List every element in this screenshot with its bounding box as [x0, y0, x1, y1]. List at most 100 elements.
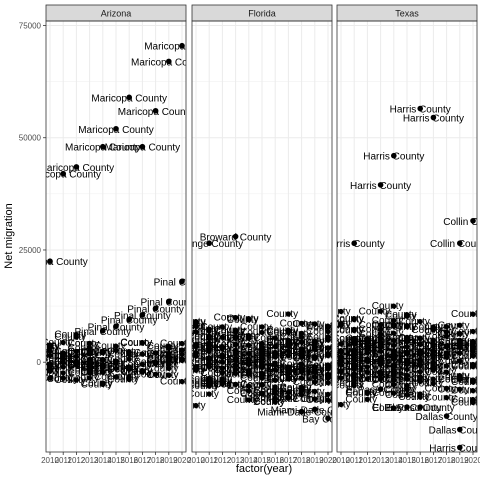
- cluster-label: County: [240, 350, 272, 361]
- cluster-label: County: [398, 339, 430, 350]
- cluster-label: County: [411, 378, 443, 389]
- cluster-label: County: [372, 353, 404, 364]
- cluster-point: [338, 348, 344, 354]
- cluster-point: [87, 349, 93, 355]
- cluster-label: County: [451, 350, 480, 361]
- cluster-point: [378, 326, 384, 332]
- cluster-point: [179, 347, 185, 353]
- scatter-point: [47, 375, 53, 381]
- cluster-label: County: [372, 320, 404, 331]
- cluster-point: [325, 334, 331, 340]
- cluster-label: County: [266, 363, 298, 374]
- cluster-point: [233, 367, 239, 373]
- cluster-label: County: [293, 372, 325, 383]
- point-label: Dallas County: [415, 412, 477, 423]
- cluster-point: [73, 358, 79, 364]
- cluster-point: [417, 348, 423, 354]
- cluster-point: [325, 371, 331, 377]
- cluster-label: County: [451, 395, 480, 406]
- cluster-point: [430, 351, 436, 358]
- cluster-point: [404, 376, 410, 382]
- cluster-label: County: [398, 333, 430, 344]
- cluster-point: [312, 321, 318, 327]
- cluster-label: County: [306, 343, 338, 354]
- point-label: Harris County: [363, 152, 424, 163]
- cluster-label: County: [200, 352, 232, 363]
- cluster-label: County: [398, 346, 430, 357]
- cluster-label: County: [41, 354, 73, 365]
- cluster-label: County: [385, 347, 417, 358]
- cluster-label: County: [68, 338, 100, 349]
- cluster-label: County: [240, 327, 272, 338]
- x-tick-label: 2015: [107, 456, 125, 465]
- cluster-point: [219, 365, 225, 371]
- cluster-point: [325, 329, 331, 335]
- cluster-point: [272, 377, 278, 383]
- scatter-point: [47, 258, 53, 264]
- cluster-point: [404, 351, 410, 357]
- cluster-label: County: [411, 322, 443, 333]
- cluster-point: [87, 340, 93, 346]
- cluster-point: [457, 350, 463, 356]
- cluster-label: County: [266, 340, 298, 351]
- cluster-label: County: [187, 338, 219, 349]
- point-label: El Paso County: [346, 385, 415, 396]
- cluster-point: [219, 324, 225, 330]
- cluster-label: County: [227, 331, 259, 342]
- x-tick-label: 2010: [187, 456, 205, 465]
- cluster-point: [325, 380, 331, 386]
- cluster-label: County: [280, 373, 312, 384]
- cluster-label: County: [107, 372, 139, 383]
- cluster-label: County: [160, 345, 192, 356]
- cluster-label: County: [174, 365, 206, 376]
- cluster-label: County: [280, 328, 312, 339]
- cluster-label: County: [266, 364, 298, 375]
- scatter-point: [377, 182, 384, 188]
- cluster-point: [470, 338, 476, 345]
- cluster-point: [73, 362, 79, 368]
- cluster-label: County: [280, 384, 312, 395]
- cluster-label: County: [120, 367, 152, 378]
- cluster-label: County: [240, 357, 272, 368]
- cluster-point: [391, 337, 397, 344]
- cluster-point: [391, 354, 397, 360]
- cluster-label: County: [187, 380, 219, 391]
- cluster-label: County: [266, 325, 298, 336]
- cluster-point: [206, 382, 212, 388]
- x-tick-label: 2018: [438, 456, 456, 465]
- cluster-point: [351, 357, 357, 363]
- cluster-label: County: [398, 317, 430, 328]
- cluster-label: County: [227, 355, 259, 366]
- cluster-label: County: [438, 375, 470, 386]
- cluster-point: [457, 339, 463, 345]
- cluster-label: County: [187, 340, 219, 351]
- cluster-label: County: [359, 356, 391, 367]
- point-label: El Paso County: [373, 403, 442, 414]
- data-point: Bay County: [302, 414, 332, 425]
- cluster-label: County: [214, 353, 246, 364]
- cluster-label: County: [253, 347, 285, 358]
- cluster-label: County: [359, 324, 391, 335]
- data-point: Harris County: [390, 105, 451, 116]
- cluster-point: [113, 343, 119, 349]
- cluster-point: [100, 369, 106, 375]
- cluster-point: [272, 354, 278, 360]
- cluster-label: County: [345, 344, 377, 355]
- cluster-point: [404, 392, 410, 398]
- cluster-label: County: [280, 345, 312, 356]
- cluster-point: [378, 358, 384, 364]
- cluster-label: County: [266, 362, 298, 373]
- cluster-point: [417, 341, 423, 347]
- cluster-label: County: [398, 367, 430, 378]
- cluster-label: County: [147, 356, 179, 367]
- point-label: Pinal County: [154, 277, 211, 288]
- x-tick-label: 2017: [134, 456, 152, 465]
- scatter-point: [60, 170, 66, 177]
- cluster-label: County: [398, 339, 430, 350]
- cluster-label: County: [41, 358, 73, 369]
- cluster-point: [430, 343, 436, 349]
- cluster-label: County: [345, 343, 377, 354]
- x-tick-label: 2017: [280, 456, 298, 465]
- cluster-label: County: [293, 345, 325, 356]
- cluster-point: [404, 323, 410, 329]
